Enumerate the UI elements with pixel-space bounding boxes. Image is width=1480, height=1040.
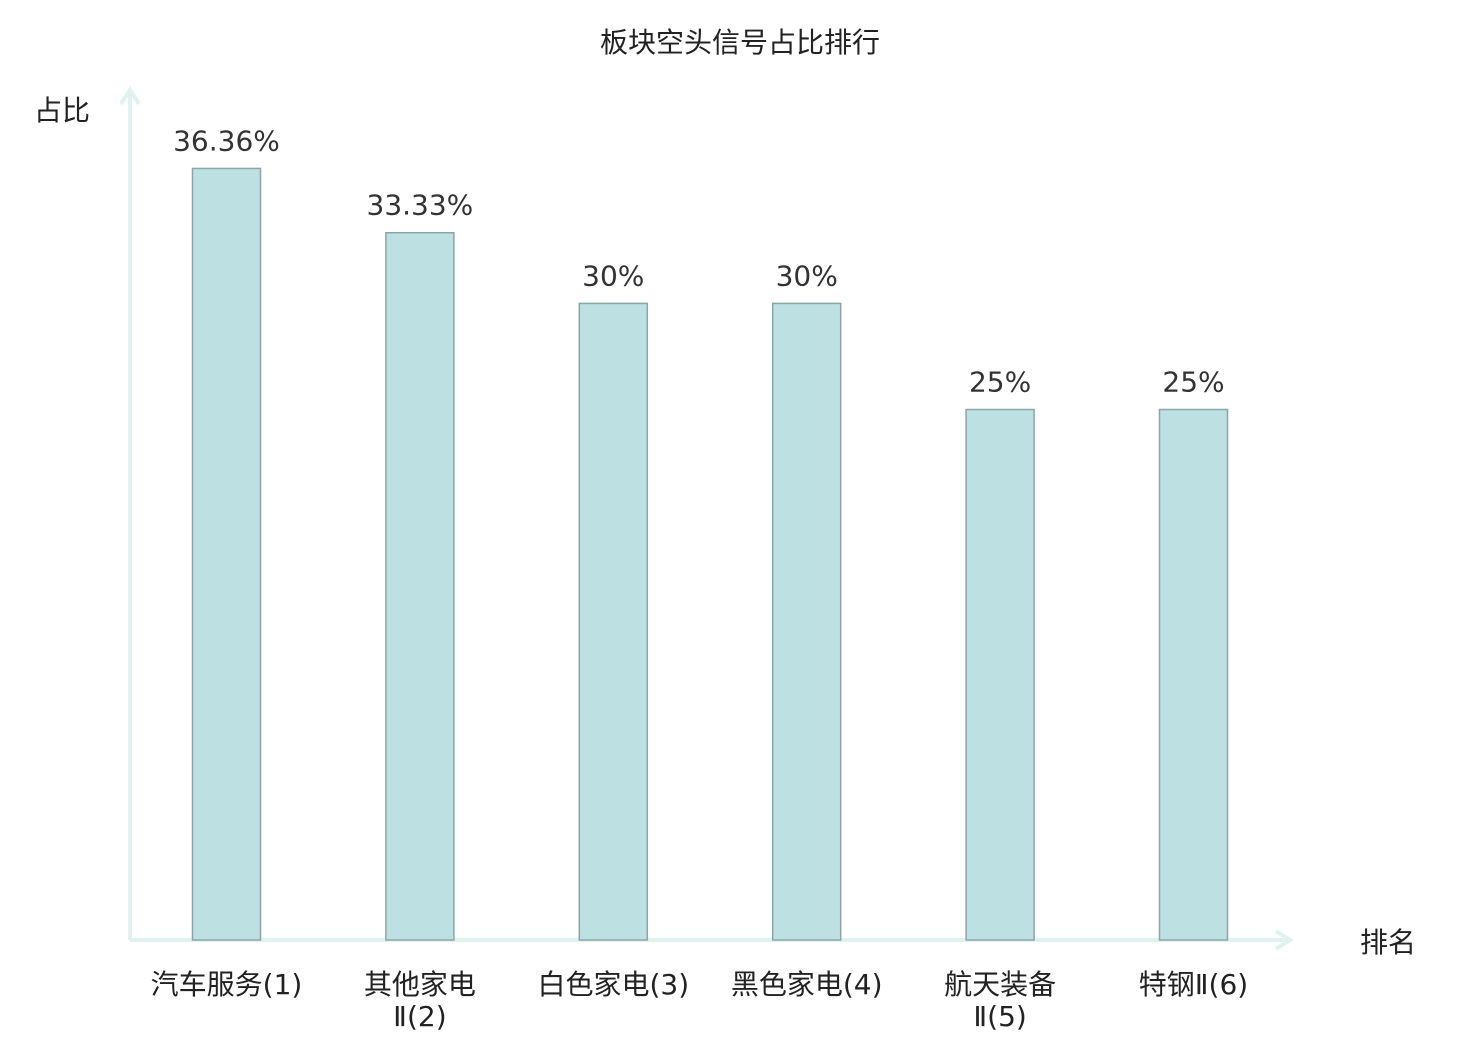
- bar-value-label: 36.36%: [173, 124, 280, 157]
- bar-value-label: 30%: [582, 259, 644, 292]
- y-axis-label: 占比: [34, 94, 90, 127]
- x-tick-label: Ⅱ(2): [393, 1000, 446, 1033]
- x-axis-arrow-icon: [1274, 929, 1294, 951]
- bar: [965, 408, 1035, 941]
- bar: [191, 167, 262, 941]
- x-axis-label: 排名: [1360, 926, 1416, 959]
- bar-value-label: 30%: [776, 259, 838, 292]
- chart-title: 板块空头信号占比排行: [600, 26, 880, 59]
- x-tick-label: Ⅱ(5): [973, 1000, 1026, 1033]
- bar-value-label: 25%: [1162, 366, 1224, 399]
- x-tick-label: 特钢Ⅱ(6): [1139, 968, 1248, 1001]
- x-tick-label: 其他家电: [364, 968, 476, 1001]
- axes: [119, 86, 1294, 951]
- y-axis-arrow-icon: [119, 86, 141, 106]
- bar: [385, 231, 455, 941]
- bar: [578, 302, 649, 941]
- x-tick-label: 汽车服务(1): [151, 968, 303, 1001]
- x-tick-label: 黑色家电(4): [731, 968, 883, 1001]
- x-tick-label: 航天装备: [944, 968, 1056, 1001]
- value-labels-group: 36.36% 33.33% 30% 30% 25% 25%: [173, 124, 1225, 398]
- bars-group: [191, 167, 1229, 941]
- x-tick-label: 白色家电(3): [537, 968, 689, 1001]
- bar-value-label: 33.33%: [367, 189, 474, 222]
- bar-value-label: 25%: [969, 366, 1031, 399]
- bar: [771, 302, 842, 941]
- bar: [1158, 408, 1229, 941]
